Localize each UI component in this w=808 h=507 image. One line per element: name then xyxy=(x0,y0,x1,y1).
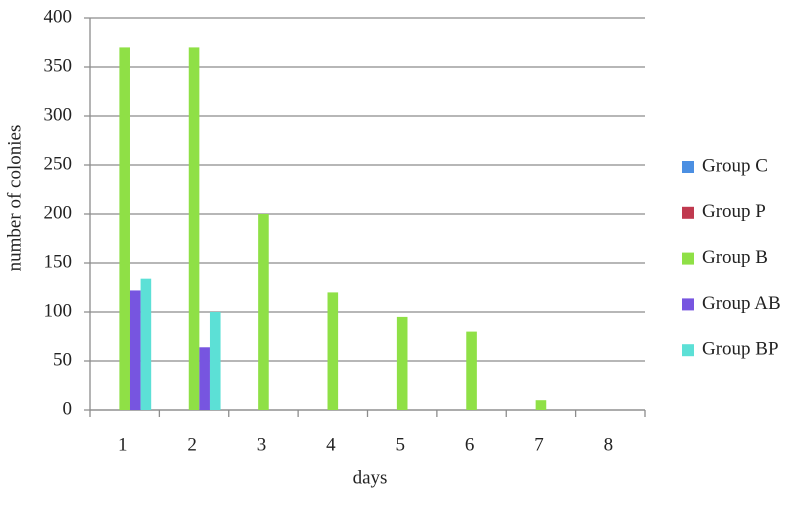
legend-swatch xyxy=(682,161,694,173)
bar xyxy=(209,312,221,410)
x-tick-label: 3 xyxy=(257,434,267,455)
y-axis-label: number of colonies xyxy=(4,125,25,272)
bar xyxy=(119,47,130,411)
x-tick-label: 2 xyxy=(187,434,197,455)
legend-label: Group P xyxy=(702,201,766,222)
bar xyxy=(199,347,210,410)
x-tick-label: 1 xyxy=(118,434,128,455)
y-tick-label: 150 xyxy=(44,251,73,272)
y-tick-label: 200 xyxy=(44,202,73,223)
bar xyxy=(129,290,141,410)
bar xyxy=(327,292,339,410)
y-tick-label: 100 xyxy=(44,300,73,321)
legend-swatch xyxy=(682,252,694,265)
bar xyxy=(396,316,408,410)
x-tick-label: 7 xyxy=(534,434,544,455)
y-tick-label: 300 xyxy=(44,104,73,125)
x-tick-label: 5 xyxy=(395,434,405,455)
bar xyxy=(258,214,269,410)
legend-swatch xyxy=(682,298,694,311)
legend-label: Group B xyxy=(702,247,768,268)
legend-swatch xyxy=(682,206,694,219)
y-tick-label: 50 xyxy=(53,349,72,370)
legend-label: Group C xyxy=(702,155,768,176)
legend-label: Group BP xyxy=(702,339,779,360)
y-tick-label: 400 xyxy=(44,6,73,27)
x-axis-label: days xyxy=(353,467,388,488)
y-tick-label: 250 xyxy=(44,153,73,174)
legend-label: Group AB xyxy=(702,293,781,314)
x-tick-label: 8 xyxy=(604,434,614,455)
y-tick-label: 0 xyxy=(63,398,73,419)
bar xyxy=(188,47,200,411)
legend-swatch xyxy=(682,344,694,357)
x-tick-label: 4 xyxy=(326,434,336,455)
bar xyxy=(535,400,547,410)
x-tick-label: 6 xyxy=(465,434,475,455)
bar xyxy=(466,331,477,410)
bar xyxy=(140,278,152,410)
y-tick-label: 350 xyxy=(44,55,73,76)
